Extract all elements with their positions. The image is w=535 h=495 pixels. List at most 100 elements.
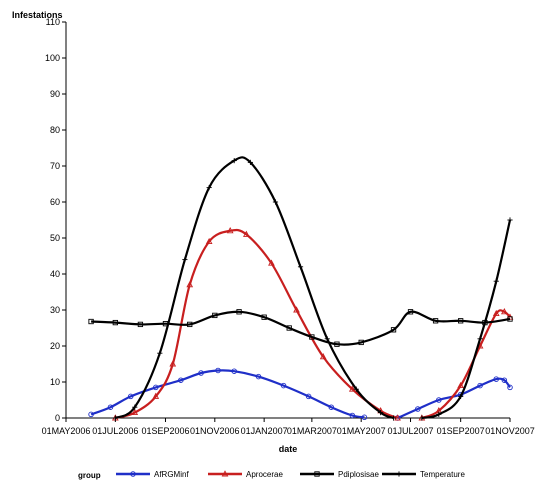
- data-point: [507, 217, 513, 223]
- data-point: [242, 230, 250, 237]
- x-tick-label: 01JUL2007: [388, 426, 434, 436]
- y-axis-label: Infestations: [12, 10, 63, 20]
- x-tick-label: 01JUL2006: [92, 426, 138, 436]
- data-point: [493, 278, 499, 284]
- x-tick-label: 01MAY2007: [337, 426, 386, 436]
- data-point: [361, 414, 368, 421]
- data-point: [348, 385, 356, 392]
- legend-item: Temperature: [420, 470, 465, 479]
- x-tick-label: 01JAN2007: [241, 426, 288, 436]
- series-line: [421, 309, 511, 420]
- y-tick-label: 60: [50, 197, 60, 207]
- legend-item: Aprocerae: [246, 470, 283, 479]
- data-point: [501, 377, 508, 383]
- data-point: [127, 393, 134, 400]
- y-tick-label: 50: [50, 233, 60, 243]
- series-pdiplosisae: [88, 309, 513, 347]
- y-tick-label: 100: [45, 53, 60, 63]
- data-point: [226, 227, 234, 234]
- data-point: [247, 159, 253, 165]
- data-point: [334, 341, 340, 347]
- data-point: [457, 381, 465, 389]
- data-point: [394, 414, 401, 421]
- series-line: [115, 228, 399, 420]
- data-point: [152, 392, 160, 399]
- data-point: [182, 257, 188, 263]
- data-point: [137, 321, 144, 328]
- data-point: [353, 386, 359, 392]
- data-point: [349, 412, 356, 419]
- x-tick-label: 01SEP2007: [437, 426, 485, 436]
- data-point: [169, 360, 177, 367]
- data-point: [231, 368, 237, 374]
- data-point: [328, 404, 335, 410]
- data-point: [261, 314, 267, 320]
- data-point: [112, 415, 118, 421]
- x-axis-label: date: [279, 444, 298, 454]
- legend-marker: [314, 471, 320, 477]
- data-point: [280, 382, 287, 389]
- data-point: [419, 415, 425, 421]
- data-point: [319, 353, 327, 360]
- data-point: [358, 339, 364, 346]
- data-point: [212, 312, 218, 319]
- series-line: [114, 156, 394, 420]
- data-point: [198, 370, 204, 376]
- series-line: [421, 219, 512, 420]
- data-point: [477, 336, 483, 342]
- data-point: [458, 393, 464, 399]
- data-point: [305, 393, 312, 400]
- data-point: [107, 404, 114, 410]
- y-tick-label: 10: [50, 377, 60, 387]
- data-point: [458, 318, 464, 324]
- data-point: [286, 325, 292, 331]
- y-tick-label: 30: [50, 305, 60, 315]
- data-point: [187, 321, 193, 328]
- legend: group AfRGMinf Aprocerae Pdiplosisae Temper…: [78, 470, 465, 480]
- data-point: [272, 199, 279, 205]
- data-point: [436, 411, 442, 417]
- data-point: [492, 309, 500, 317]
- x-tick-label: 01NOV2006: [190, 426, 240, 436]
- legend-item: AfRGMinf: [154, 470, 189, 479]
- data-point: [390, 327, 397, 333]
- data-point: [112, 319, 118, 326]
- legend-item: Pdiplosisae: [338, 470, 379, 479]
- data-point: [88, 318, 94, 325]
- legend-marker: [130, 471, 136, 477]
- data-point: [507, 384, 513, 391]
- data-point: [436, 397, 442, 403]
- data-point: [153, 384, 159, 391]
- data-point: [293, 306, 300, 313]
- data-point: [88, 411, 94, 418]
- y-tick-label: 40: [50, 269, 60, 279]
- y-tick-label: 110: [46, 17, 60, 27]
- data-point: [255, 373, 262, 380]
- y-tick-label: 80: [50, 125, 60, 135]
- data-point: [507, 316, 513, 322]
- series-aprocerae: [111, 227, 514, 421]
- x-tick-label: 01MAR2007: [287, 426, 337, 436]
- data-point: [157, 350, 163, 356]
- x-tick-label: 01NOV2007: [485, 426, 535, 436]
- data-point: [297, 264, 304, 270]
- data-point: [378, 410, 384, 416]
- data-point: [132, 404, 138, 410]
- data-point: [205, 237, 213, 245]
- legend-marker: [221, 470, 229, 477]
- data-point: [390, 415, 397, 421]
- series-temperature: [112, 156, 513, 421]
- data-point: [206, 185, 212, 191]
- legend-marker: [396, 471, 402, 477]
- data-point: [493, 376, 500, 382]
- data-point: [415, 406, 421, 412]
- x-tick-label: 01SEP2006: [141, 426, 189, 436]
- data-point: [500, 308, 508, 315]
- data-point: [186, 281, 194, 288]
- data-point: [432, 318, 439, 324]
- series-layer: [88, 156, 514, 421]
- y-tick-label: 90: [50, 89, 60, 99]
- y-tick-label: 70: [50, 161, 60, 171]
